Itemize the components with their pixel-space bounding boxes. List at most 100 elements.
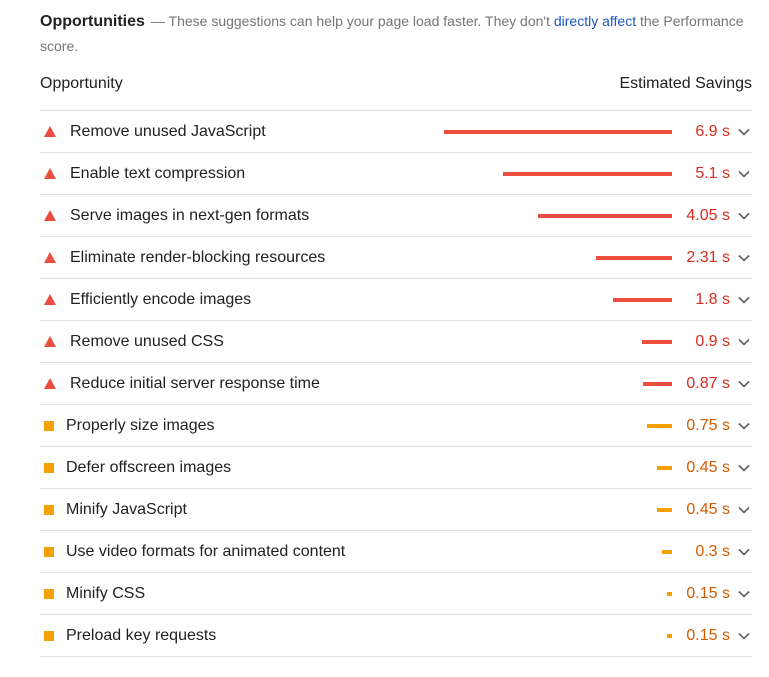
savings-bar bbox=[596, 255, 672, 260]
savings-bar bbox=[667, 591, 672, 596]
savings-value: 0.75 s bbox=[686, 416, 730, 434]
opportunity-row[interactable]: Efficiently encode images 1.8 s bbox=[40, 279, 752, 321]
warning-triangle-icon bbox=[44, 168, 56, 179]
chevron-down-icon[interactable] bbox=[736, 250, 752, 266]
orange-square-icon bbox=[44, 462, 54, 473]
opportunity-row[interactable]: Eliminate render-blocking resources 2.31 … bbox=[40, 237, 752, 279]
chevron-down-icon[interactable] bbox=[736, 586, 752, 602]
opportunity-row[interactable]: Remove unused CSS 0.9 s bbox=[40, 321, 752, 363]
warning-triangle-icon bbox=[44, 252, 56, 263]
savings-value: 0.3 s bbox=[695, 542, 730, 560]
opportunity-label: Minify JavaScript bbox=[66, 500, 187, 518]
savings-bar-track bbox=[444, 549, 672, 554]
opportunity-row[interactable]: Preload key requests 0.15 s bbox=[40, 615, 752, 657]
opportunity-label: Use video formats for animated content bbox=[66, 542, 346, 560]
savings-bar bbox=[642, 339, 672, 344]
opportunities-header: Opportunities — These suggestions can hel… bbox=[40, 9, 752, 59]
savings-value: 6.9 s bbox=[695, 122, 730, 140]
savings-bar-track bbox=[444, 297, 672, 302]
section-description-end: the Performance score. bbox=[40, 13, 744, 54]
opportunity-row[interactable]: Defer offscreen images 0.45 s bbox=[40, 447, 752, 489]
chevron-down-icon[interactable] bbox=[736, 376, 752, 392]
opportunities-section: Opportunities — These suggestions can hel… bbox=[40, 0, 752, 657]
savings-bar-track bbox=[444, 381, 672, 386]
savings-value: 0.9 s bbox=[695, 332, 730, 350]
opportunity-label: Minify CSS bbox=[66, 584, 146, 602]
chevron-down-icon[interactable] bbox=[736, 292, 752, 308]
savings-value: 2.31 s bbox=[686, 248, 730, 266]
opportunity-row[interactable]: Properly size images 0.75 s bbox=[40, 405, 752, 447]
opportunity-label: Efficiently encode images bbox=[70, 290, 252, 308]
warning-triangle-icon bbox=[44, 210, 56, 221]
chevron-down-icon[interactable] bbox=[736, 460, 752, 476]
opportunity-label: Remove unused CSS bbox=[70, 332, 224, 350]
savings-bar bbox=[643, 381, 672, 386]
opportunity-label: Defer offscreen images bbox=[66, 458, 232, 476]
opportunity-label: Properly size images bbox=[66, 416, 215, 434]
opportunity-label: Preload key requests bbox=[66, 626, 217, 644]
savings-value: 1.8 s bbox=[695, 290, 730, 308]
orange-square-icon bbox=[44, 588, 54, 599]
chevron-down-icon[interactable] bbox=[736, 544, 752, 560]
savings-bar bbox=[657, 507, 672, 512]
section-title: Opportunities bbox=[40, 13, 145, 30]
opportunity-label: Eliminate render-blocking resources bbox=[70, 248, 326, 266]
opportunity-row[interactable]: Use video formats for animated content 0.… bbox=[40, 531, 752, 573]
opportunity-label: Enable text compression bbox=[70, 164, 246, 182]
orange-square-icon bbox=[44, 630, 54, 641]
savings-bar-track bbox=[444, 339, 672, 344]
opportunity-row[interactable]: Serve images in next-gen formats 4.05 s bbox=[40, 195, 752, 237]
chevron-down-icon[interactable] bbox=[736, 628, 752, 644]
column-estimated-savings: Estimated Savings bbox=[619, 75, 752, 92]
savings-bar-track bbox=[444, 507, 672, 512]
savings-value: 0.45 s bbox=[686, 500, 730, 518]
chevron-down-icon[interactable] bbox=[736, 208, 752, 224]
savings-bar bbox=[613, 297, 672, 302]
opportunity-row[interactable]: Minify CSS 0.15 s bbox=[40, 573, 752, 615]
opportunity-label: Reduce initial server response time bbox=[70, 374, 320, 392]
warning-triangle-icon bbox=[44, 378, 56, 389]
column-header: Opportunity Estimated Savings bbox=[40, 75, 752, 111]
savings-bar-track bbox=[444, 465, 672, 470]
orange-square-icon bbox=[44, 420, 54, 431]
opportunity-row[interactable]: Minify JavaScript 0.45 s bbox=[40, 489, 752, 531]
savings-value: 0.87 s bbox=[686, 374, 730, 392]
opportunity-label: Serve images in next-gen formats bbox=[70, 206, 310, 224]
chevron-down-icon[interactable] bbox=[736, 166, 752, 182]
savings-bar-track bbox=[444, 129, 672, 134]
savings-bar-track bbox=[444, 591, 672, 596]
column-opportunity: Opportunity bbox=[40, 75, 123, 92]
savings-bar-track bbox=[444, 423, 672, 428]
orange-square-icon bbox=[44, 504, 54, 515]
chevron-down-icon[interactable] bbox=[736, 334, 752, 350]
chevron-down-icon[interactable] bbox=[736, 418, 752, 434]
orange-square-icon bbox=[44, 546, 54, 557]
savings-bar bbox=[667, 633, 672, 638]
savings-value: 4.05 s bbox=[686, 206, 730, 224]
warning-triangle-icon bbox=[44, 126, 56, 137]
savings-bar bbox=[662, 549, 672, 554]
savings-bar bbox=[503, 171, 672, 176]
opportunity-row[interactable]: Enable text compression 5.1 s bbox=[40, 153, 752, 195]
opportunity-row[interactable]: Reduce initial server response time 0.87 … bbox=[40, 363, 752, 405]
savings-value: 0.15 s bbox=[686, 626, 730, 644]
savings-bar bbox=[657, 465, 672, 470]
chevron-down-icon[interactable] bbox=[736, 502, 752, 518]
savings-bar-track bbox=[444, 633, 672, 638]
directly-affect-link[interactable]: directly affect bbox=[553, 13, 637, 29]
section-description: — These suggestions can help your page l… bbox=[150, 13, 554, 29]
warning-triangle-icon bbox=[44, 336, 56, 347]
opportunity-label: Remove unused JavaScript bbox=[70, 122, 266, 140]
savings-bar bbox=[647, 423, 672, 428]
savings-bar-track bbox=[444, 171, 672, 176]
warning-triangle-icon bbox=[44, 294, 56, 305]
opportunity-list: Remove unused JavaScript 6.9 s Enable text… bbox=[40, 111, 752, 657]
savings-value: 0.15 s bbox=[686, 584, 730, 602]
chevron-down-icon[interactable] bbox=[736, 124, 752, 140]
savings-bar bbox=[444, 129, 672, 134]
savings-value: 0.45 s bbox=[686, 458, 730, 476]
savings-bar-track bbox=[444, 213, 672, 218]
savings-bar-track bbox=[444, 255, 672, 260]
opportunity-row[interactable]: Remove unused JavaScript 6.9 s bbox=[40, 111, 752, 153]
savings-bar bbox=[538, 213, 672, 218]
